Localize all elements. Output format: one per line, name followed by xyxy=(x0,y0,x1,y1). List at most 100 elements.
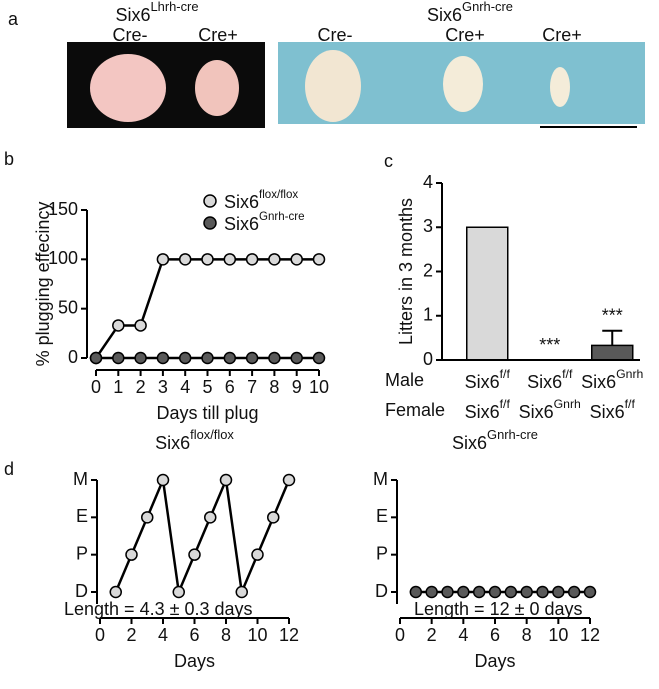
point xyxy=(282,473,296,487)
y-axis-label: % plugging effecincy xyxy=(33,202,53,367)
point xyxy=(178,351,192,365)
y-tick-label: 4 xyxy=(423,172,433,192)
point xyxy=(141,511,154,524)
group-label: Cre+ xyxy=(542,25,582,45)
x-tick-label: 6 xyxy=(490,625,500,645)
tissue xyxy=(550,67,570,107)
tissue xyxy=(90,54,166,122)
point xyxy=(312,351,326,365)
point xyxy=(223,253,237,266)
x-tick-label: 2 xyxy=(427,625,437,645)
y-axis-label: Litters in 3 months xyxy=(396,198,416,345)
row-cell: Six6Gnrh xyxy=(581,367,643,392)
text-sup: Gnrh-cre xyxy=(462,0,513,14)
row-cell: Six6f/f xyxy=(465,367,511,392)
point xyxy=(290,253,303,266)
point xyxy=(504,585,518,599)
significance: *** xyxy=(539,335,560,355)
x-tick-label: 7 xyxy=(247,377,257,397)
point xyxy=(583,585,597,599)
annotation: Length = 12 ± 0 days xyxy=(414,599,583,619)
x-tick-label: 2 xyxy=(126,625,136,645)
significance: *** xyxy=(602,306,623,326)
row-cell: Six6f/f xyxy=(527,367,573,392)
x-tick-label: 8 xyxy=(269,377,279,397)
x-tick-label: 4 xyxy=(458,625,468,645)
text-main: Six6 xyxy=(115,5,150,25)
point xyxy=(172,585,185,599)
text-sup: Gnrh-cre xyxy=(259,211,305,223)
text-sup: Gnrh xyxy=(616,367,643,381)
bar xyxy=(591,344,634,361)
point xyxy=(109,585,122,599)
panel-label: a xyxy=(8,9,19,29)
x-tick-label: 2 xyxy=(136,377,146,397)
group-label: Cre+ xyxy=(445,25,485,45)
text-sup: flox/flox xyxy=(190,427,234,442)
x-tick-label: 4 xyxy=(158,625,168,645)
text-main: Six6 xyxy=(581,372,616,392)
point xyxy=(245,351,259,365)
row-cell: Six6Gnrh xyxy=(519,397,581,422)
tissue xyxy=(443,56,483,112)
text-sup: f/f xyxy=(500,397,511,411)
panel-label: c xyxy=(384,151,393,171)
point xyxy=(567,585,581,599)
x-tick-label: 4 xyxy=(180,377,190,397)
y-tick-label: D xyxy=(75,581,88,601)
point xyxy=(201,351,214,365)
point xyxy=(235,585,248,599)
y-tick-label: 1 xyxy=(423,305,433,325)
y-tick-label: D xyxy=(375,581,388,601)
bar xyxy=(466,226,509,361)
y-tick-label: P xyxy=(376,543,388,563)
point xyxy=(457,585,470,599)
point xyxy=(488,585,502,599)
x-tick-label: 10 xyxy=(548,625,568,645)
series-line xyxy=(114,475,291,597)
point xyxy=(89,351,103,365)
point xyxy=(156,253,170,266)
text-sup: f/f xyxy=(500,367,511,381)
row-label: Male xyxy=(385,370,424,390)
x-tick-label: 6 xyxy=(225,377,235,397)
point xyxy=(156,351,170,365)
group-label: Cre- xyxy=(318,25,353,45)
x-axis-label: Days xyxy=(474,651,515,671)
text-main: Six6 xyxy=(519,402,554,422)
chart-title: Six6Gnrh-cre xyxy=(452,427,538,452)
x-tick-label: 9 xyxy=(292,377,302,397)
point xyxy=(552,585,565,599)
point xyxy=(125,548,138,561)
x-tick-label: 0 xyxy=(91,377,101,397)
point xyxy=(251,548,264,561)
x-tick-label: 0 xyxy=(95,625,105,645)
y-tick-label: E xyxy=(76,506,88,526)
point xyxy=(536,585,549,599)
point xyxy=(268,253,281,266)
row-cell: Six6f/f xyxy=(590,397,636,422)
group-title: Six6Gnrh-cre xyxy=(427,0,513,25)
x-tick-label: 10 xyxy=(309,377,329,397)
legend-marker xyxy=(203,216,217,230)
x-axis-label: Days till plug xyxy=(156,403,258,423)
panel-label: d xyxy=(4,459,14,479)
x-tick-label: 6 xyxy=(189,625,199,645)
point xyxy=(156,473,170,487)
text-main: Six6 xyxy=(465,372,500,392)
text-main: Six6 xyxy=(465,402,500,422)
text-sup: flox/flox xyxy=(259,189,298,201)
point xyxy=(312,253,326,266)
text-main: Six6 xyxy=(427,5,462,25)
x-tick-label: 5 xyxy=(202,377,212,397)
point xyxy=(134,351,147,365)
text-main: Six6 xyxy=(224,192,259,212)
text-main: Six6 xyxy=(155,433,190,453)
text-sup: Gnrh xyxy=(554,397,581,411)
text-main: Six6 xyxy=(224,214,259,234)
point xyxy=(409,585,423,599)
point xyxy=(201,253,214,266)
text-main: Six6 xyxy=(527,372,562,392)
point xyxy=(188,548,201,561)
